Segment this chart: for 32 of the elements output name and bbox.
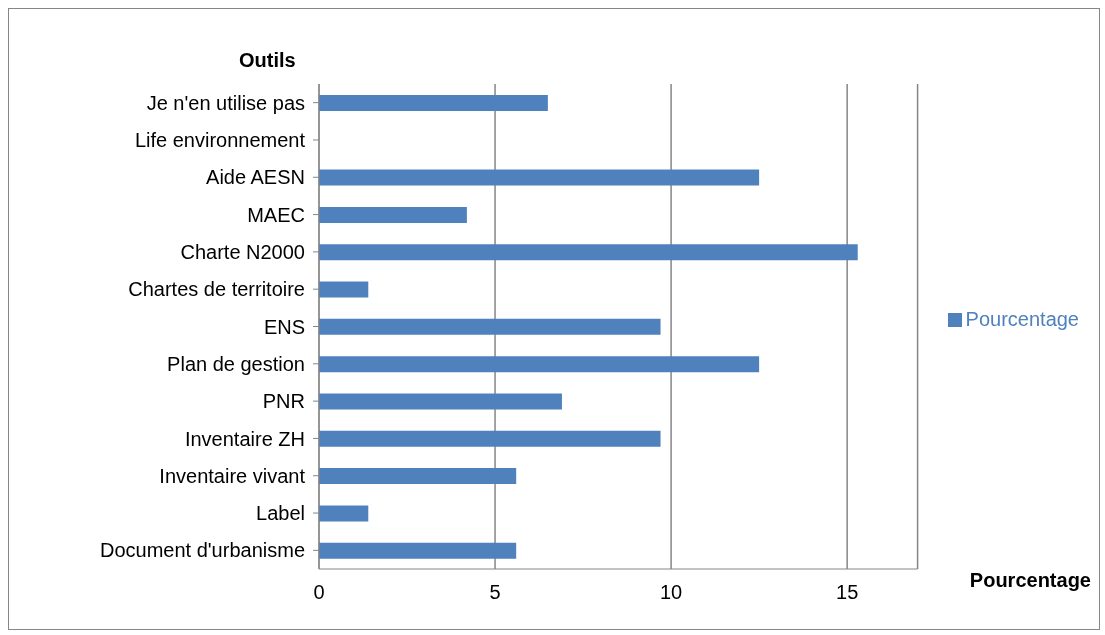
bar (319, 318, 661, 335)
y-tick-label: Inventaire ZH (184, 427, 305, 450)
bar (319, 95, 548, 111)
y-tick-label: Je n'en utilise pas (146, 91, 305, 114)
x-tick-label: 5 (489, 581, 501, 604)
bar (319, 542, 517, 559)
legend-label: Pourcentage (965, 307, 1079, 330)
bar (319, 356, 760, 373)
y-tick-label: MAEC (247, 203, 305, 226)
y-tick-label: Plan de gestion (167, 352, 305, 375)
bar (319, 468, 517, 485)
bar (319, 281, 369, 298)
y-tick-label: Document d'urbanisme (99, 539, 305, 562)
bar (319, 244, 858, 261)
y-tick-label: Inventaire vivant (159, 464, 306, 487)
y-axis-title: Outils (239, 49, 296, 72)
bar (319, 505, 369, 522)
bar (319, 430, 661, 447)
bar (319, 206, 467, 223)
bar (319, 169, 760, 186)
y-tick-label: Charte N2000 (180, 240, 305, 263)
y-tick-label: Chartes de territoire (128, 278, 305, 301)
y-tick-label: PNR (262, 390, 305, 413)
y-tick-label: ENS (263, 315, 305, 338)
y-tick-label: Aide AESN (206, 166, 305, 189)
y-tick-label: Life environnement (134, 129, 306, 152)
bar (319, 393, 562, 410)
x-axis-title: Pourcentage (969, 569, 1091, 592)
x-tick-label: 0 (313, 581, 325, 604)
x-tick-label: 10 (659, 581, 683, 604)
y-tick-label: Label (256, 502, 305, 525)
x-tick-label: 15 (836, 581, 859, 604)
